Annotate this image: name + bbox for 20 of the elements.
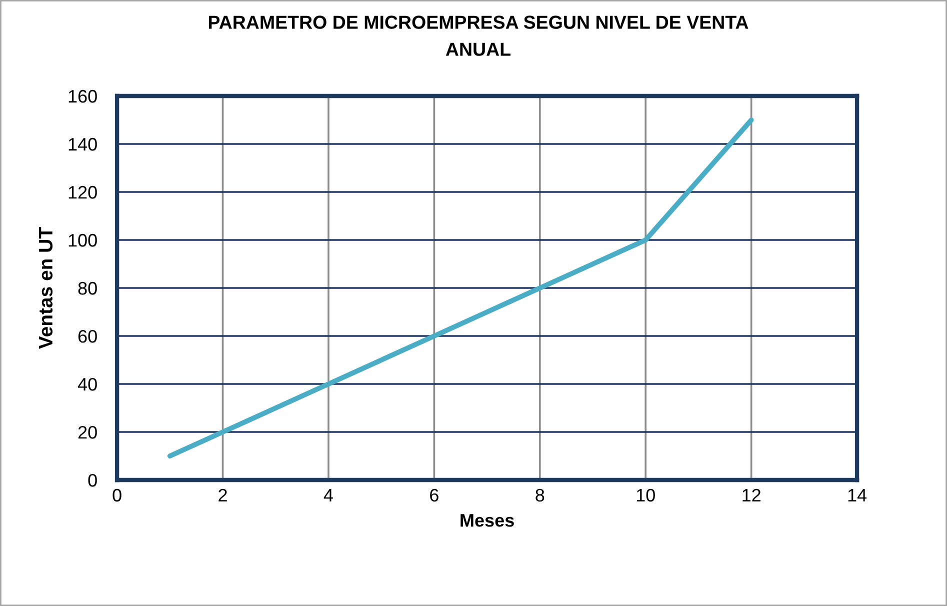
x-tick-label: 8 xyxy=(536,488,544,502)
y-tick-label: 0 xyxy=(88,474,97,487)
y-tick-label: 80 xyxy=(78,282,97,295)
x-tick-label: 0 xyxy=(112,488,122,502)
y-axis-title: Ventas en UT xyxy=(38,227,53,349)
x-tick-label: 6 xyxy=(430,488,438,502)
x-tick-label: 4 xyxy=(324,489,333,502)
y-tick-label: 40 xyxy=(78,378,97,391)
y-tick-label: 140 xyxy=(68,138,97,151)
x-tick-label: 14 xyxy=(848,489,867,502)
y-tick-label: 100 xyxy=(68,234,97,247)
x-axis-title: Meses xyxy=(460,514,514,527)
y-tick-label: 160 xyxy=(68,90,97,103)
y-tick-label: 120 xyxy=(68,186,97,199)
y-tick-label: 60 xyxy=(78,330,97,343)
y-tick-label: 20 xyxy=(78,426,97,439)
chart-title: PARAMETRO DE MICROEMPRESA SEGUN NIVEL DE VENTA ANUAL xyxy=(208,16,748,56)
x-tick-label: 2 xyxy=(218,488,227,502)
x-tick-label: 10 xyxy=(636,488,655,502)
x-tick-label: 12 xyxy=(742,488,760,502)
